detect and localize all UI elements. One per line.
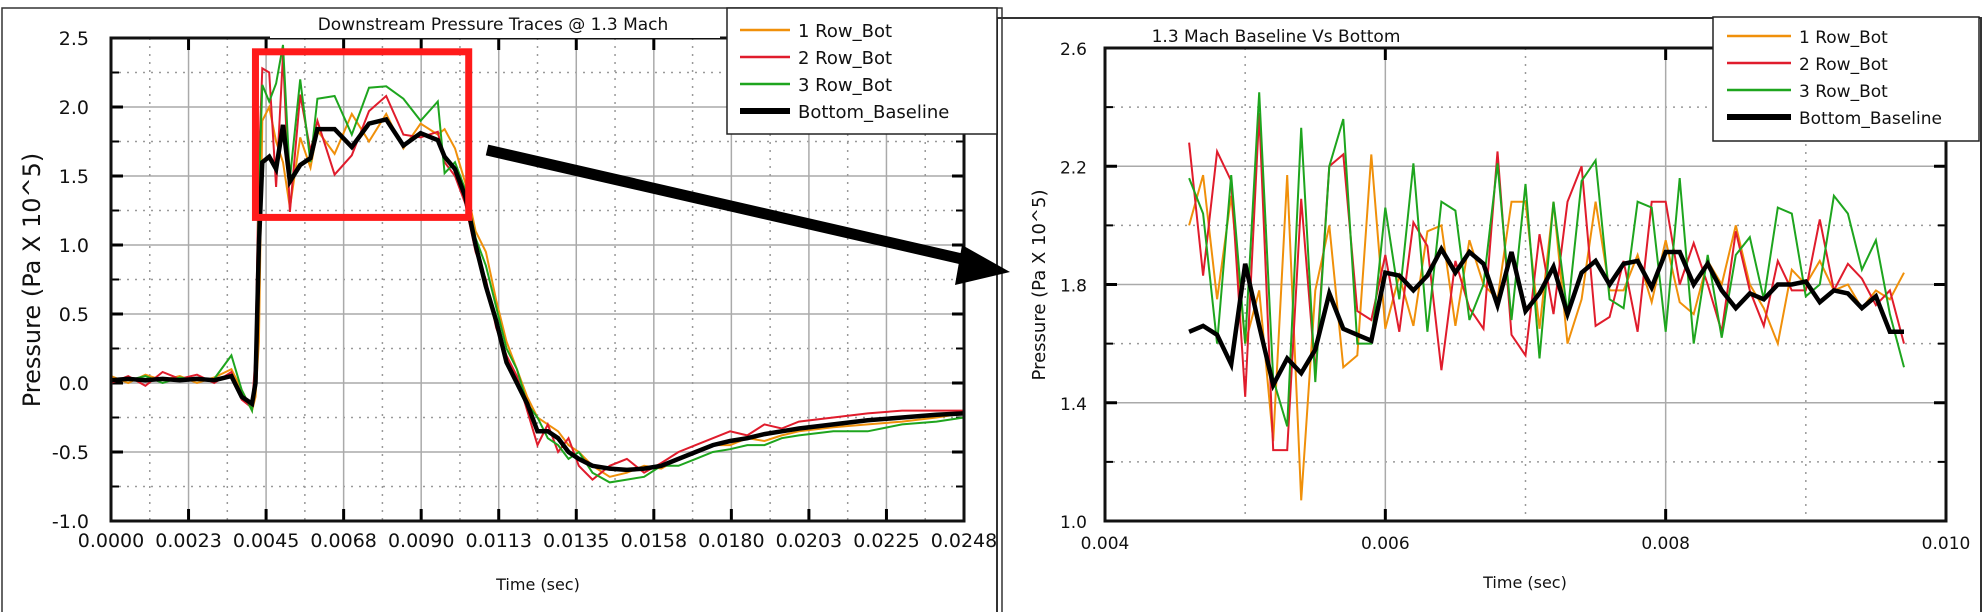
x-tick-label: 0.0248 xyxy=(931,530,997,552)
plot-frame xyxy=(1103,46,1948,523)
series-line-1-row-bot xyxy=(1188,154,1905,501)
right-legend-box xyxy=(1712,16,1980,142)
y-tick-label: 2.6 xyxy=(1060,40,1087,60)
right-chart-tick-labels: 2.6 2.2 1.8 1.4 1.00.004 0.006 0.008 0.010 xyxy=(1060,40,1970,554)
x-tick-label: 0.0045 xyxy=(233,530,299,552)
right-panel-frame xyxy=(996,17,1982,612)
x-tick-label: 0.0023 xyxy=(155,530,221,552)
left-y-axis-label: Pressure (Pa X 10^5) xyxy=(18,153,46,408)
x-tick-label: 0.0068 xyxy=(310,530,376,552)
x-tick-label: 0.0000 xyxy=(78,530,144,552)
x-tick-label: 0.0135 xyxy=(543,530,609,552)
left-chart-tick-labels: 2.5 2.0 1.5 1.0 0.5 0.0 -0.5 -1.00.0000 0.0023 0.… xyxy=(52,28,997,552)
y-tick-label: 1.8 xyxy=(1060,277,1087,297)
x-tick-label: 0.0225 xyxy=(853,530,919,552)
x-tick-label: 0.004 xyxy=(1081,534,1130,554)
x-tick-label: 0.0180 xyxy=(698,530,764,552)
y-tick-label: -0.5 xyxy=(52,442,89,464)
y-tick-label: 1.5 xyxy=(59,166,89,188)
x-tick-label: 0.0203 xyxy=(776,530,842,552)
legend-label: 3 Row_Bot xyxy=(798,75,892,96)
right-x-axis-label: Time (sec) xyxy=(1482,573,1567,592)
right-legend: 1 Row_Bot 2 Row_Bot 3 Row_Bot Bottom_Baseli… xyxy=(1712,16,1980,142)
x-tick-label: 0.006 xyxy=(1361,534,1410,554)
left-chart-title: Downstream Pressure Traces @ 1.3 Mach xyxy=(318,15,669,35)
x-tick-label: 0.010 xyxy=(1922,534,1971,554)
y-tick-label: 1.0 xyxy=(59,235,89,257)
x-tick-label: 0.008 xyxy=(1641,534,1690,554)
y-tick-label: 0.5 xyxy=(59,304,89,326)
y-tick-label: 1.0 xyxy=(1060,513,1087,533)
y-tick-label: -1.0 xyxy=(52,511,89,533)
legend-label: 1 Row_Bot xyxy=(798,21,892,42)
left-panel-frame xyxy=(1,7,1003,612)
legend-label: Bottom_Baseline xyxy=(798,102,949,123)
legend-label: 2 Row_Bot xyxy=(1799,55,1888,75)
left-x-axis-label: Time (sec) xyxy=(495,575,580,594)
left-title-bg xyxy=(270,9,720,38)
legend-label: 3 Row_Bot xyxy=(1799,82,1888,102)
right-y-axis-label: Pressure (Pa X 10^5) xyxy=(1029,190,1050,381)
right-chart-title: 1.3 Mach Baseline Vs Bottom xyxy=(1152,27,1401,47)
y-tick-label: 2.2 xyxy=(1060,158,1087,178)
x-tick-label: 0.0090 xyxy=(388,530,454,552)
zoom-arrow-shaft xyxy=(485,144,977,268)
legend-label: Bottom_Baseline xyxy=(1799,109,1942,129)
zoom-arrow-head xyxy=(955,245,1010,285)
right-chart-series xyxy=(1188,92,1905,501)
y-tick-label: 0.0 xyxy=(59,373,89,395)
highlight-box xyxy=(251,48,473,221)
y-tick-label: 2.0 xyxy=(59,97,89,119)
legend-label: 2 Row_Bot xyxy=(798,48,892,69)
x-tick-label: 0.0113 xyxy=(465,530,531,552)
x-tick-label: 0.0158 xyxy=(621,530,687,552)
left-legend: 1 Row_Bot 2 Row_Bot 3 Row_Bot Bottom_Baseli… xyxy=(726,7,998,135)
series-line-bottom-baseline xyxy=(1188,244,1904,392)
y-tick-label: 1.4 xyxy=(1060,395,1087,415)
y-tick-label: 2.5 xyxy=(59,28,89,50)
legend-label: 1 Row_Bot xyxy=(1799,28,1888,48)
